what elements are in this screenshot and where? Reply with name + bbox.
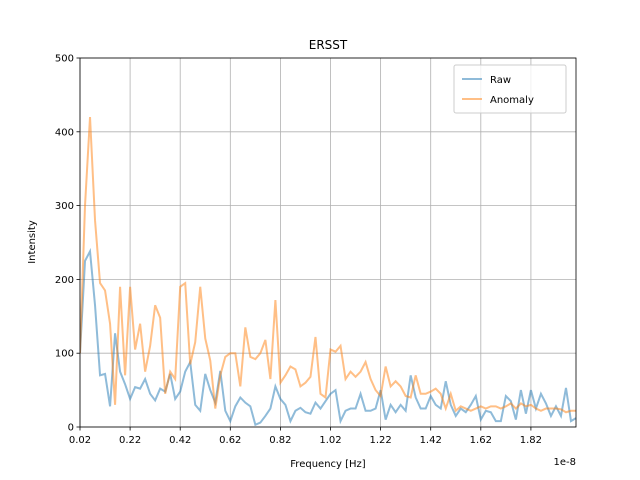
legend-label: Anomaly — [490, 95, 534, 106]
y-tick-label: 200 — [55, 275, 74, 286]
line — [80, 247, 576, 427]
x-offset-label: 1e-8 — [554, 457, 577, 468]
x-axis-label: Frequency [Hz] — [290, 459, 366, 470]
y-tick-label: 300 — [55, 201, 74, 212]
x-tick-label: 1.02 — [319, 435, 341, 446]
x-tick-label: 1.62 — [470, 435, 492, 446]
legend-label: Raw — [490, 75, 511, 86]
y-tick-label: 500 — [55, 54, 74, 65]
x-tick-label: 0.42 — [169, 435, 191, 446]
x-tick-label: 1.22 — [369, 435, 391, 446]
plot-frame — [79, 57, 577, 428]
y-tick-label: 0 — [68, 423, 74, 434]
x-tick-label: 0.82 — [269, 435, 291, 446]
x-tick-label: 1.82 — [520, 435, 542, 446]
line — [80, 116, 576, 414]
chart-title: ERSST — [309, 38, 348, 52]
x-tick-label: 0.62 — [219, 435, 241, 446]
x-tick-label: 0.22 — [119, 435, 141, 446]
y-axis-label: Intensity — [27, 220, 38, 264]
x-tick-label: 0.02 — [69, 435, 91, 446]
x-tick-label: 1.42 — [420, 435, 442, 446]
legend-box — [453, 64, 567, 114]
y-tick-label: 100 — [55, 349, 74, 360]
y-tick-label: 400 — [55, 127, 74, 138]
